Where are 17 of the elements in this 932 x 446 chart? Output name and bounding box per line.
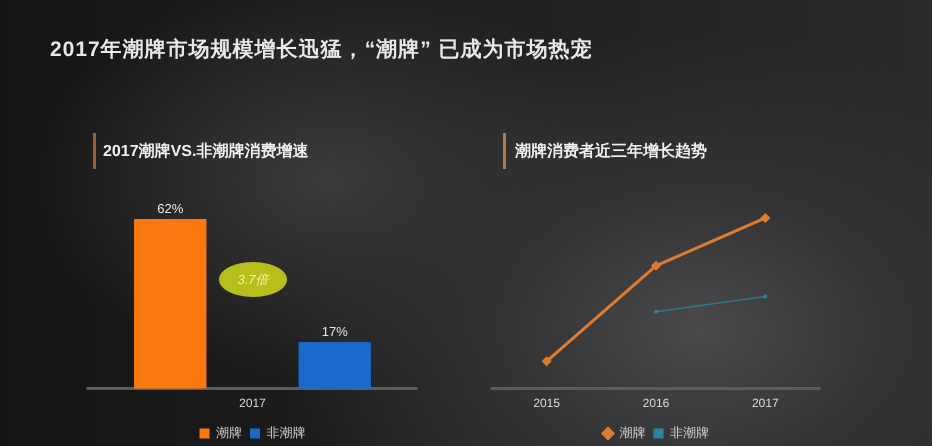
point <box>542 356 552 366</box>
point <box>764 294 768 298</box>
chart-subtitle: 2017潮牌VS.非潮牌消费增速 <box>103 143 308 161</box>
x-tick-label: 2015 <box>533 396 560 410</box>
legend-label: 非潮牌 <box>266 425 306 440</box>
legend-label: 潮牌 <box>620 425 646 440</box>
chart-title: 2017年潮牌市场规模增长迅猛，“潮牌” 已成为市场热宠 <box>50 38 593 61</box>
point <box>651 260 661 271</box>
point <box>654 310 658 314</box>
legend-label: 潮牌 <box>216 425 242 440</box>
chart-title: 潮牌消费者近三年增长趋势 <box>515 143 707 161</box>
data-label: 62% <box>157 201 184 216</box>
data-label: 17% <box>322 324 348 340</box>
x-tick-label: 2017 <box>752 396 780 410</box>
point <box>760 213 770 223</box>
x-tick-label: 2016 <box>642 396 670 410</box>
legend-label: 非潮牌 <box>670 425 709 440</box>
